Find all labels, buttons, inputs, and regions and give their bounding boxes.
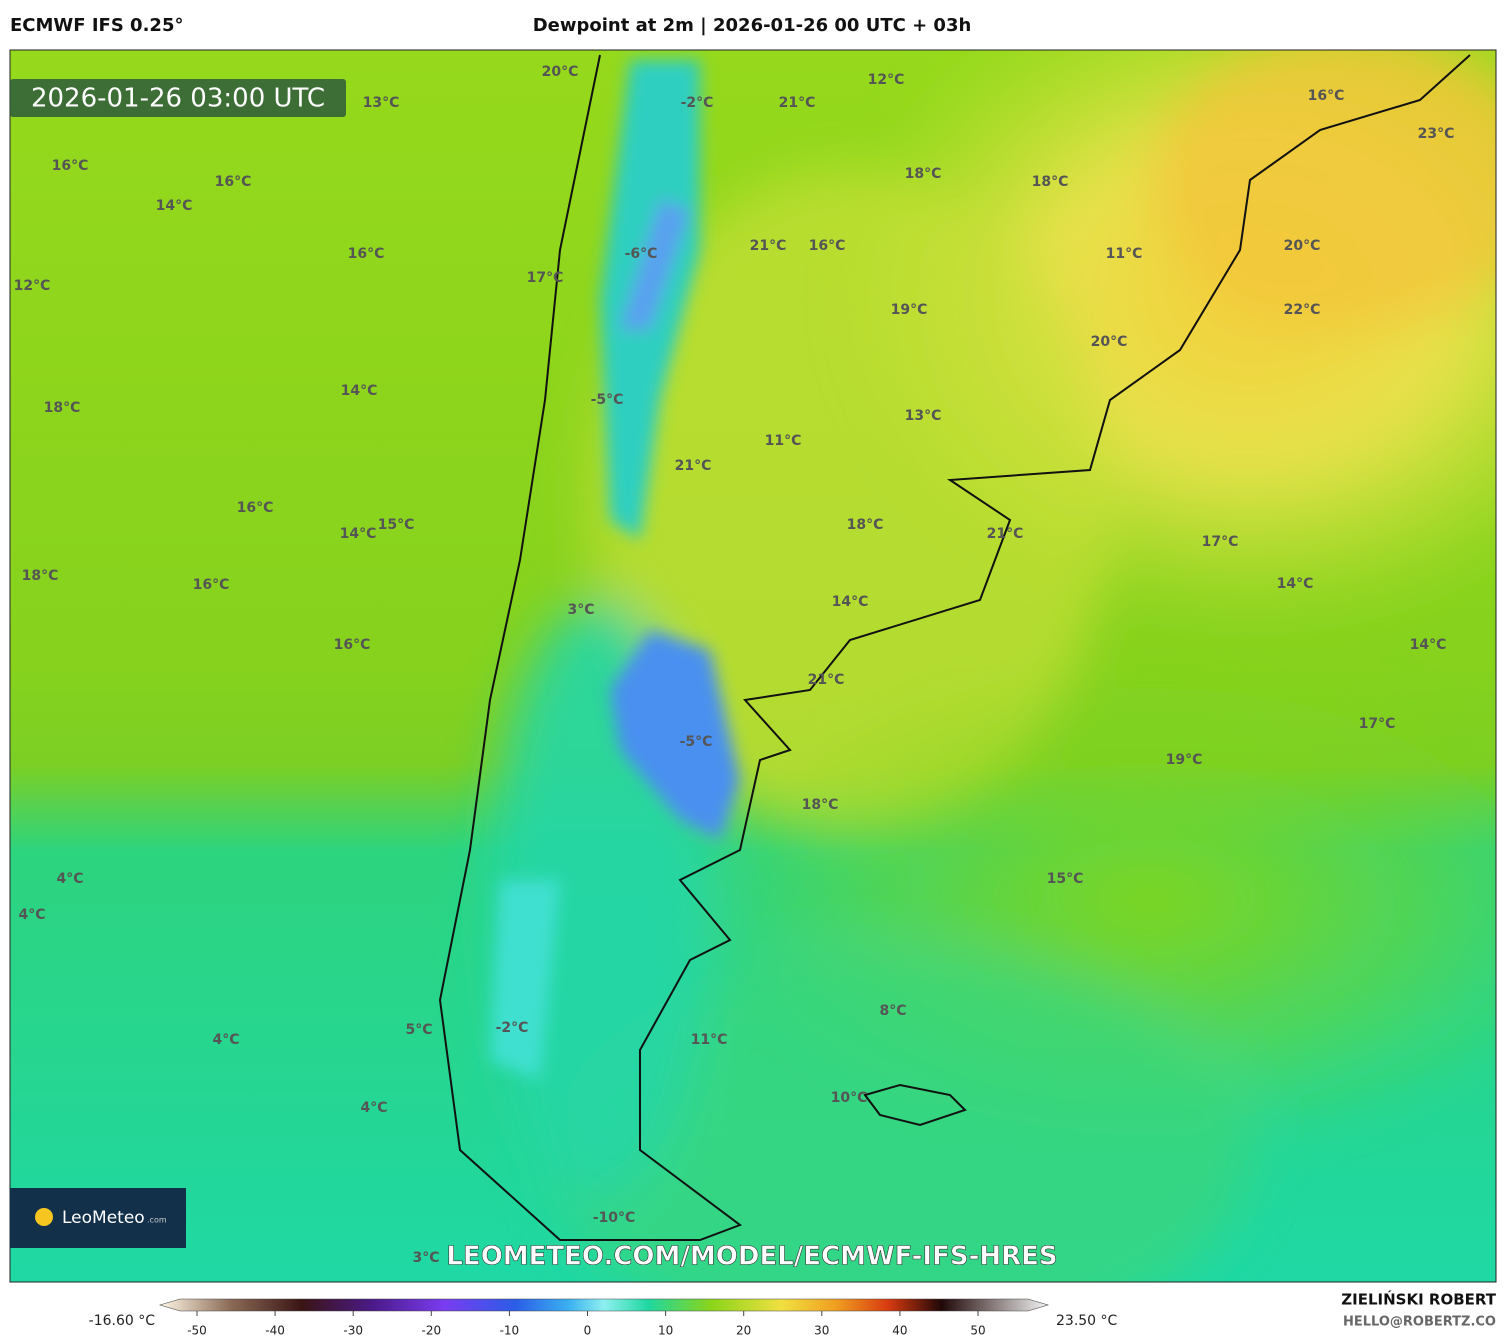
- timestamp: 2026-01-26 03:00 UTC: [31, 84, 325, 114]
- credit-email: HELLO@ROBERTZ.CO: [1343, 1315, 1496, 1330]
- colorbar-tick-label: 50: [970, 1324, 985, 1338]
- temperature-label: 18°C: [847, 517, 884, 533]
- temperature-label: 18°C: [905, 166, 942, 182]
- temperature-label: -10°C: [593, 1210, 636, 1226]
- temperature-label: 17°C: [1359, 716, 1396, 732]
- colorbar-max: 23.50 °C: [1056, 1313, 1118, 1329]
- andes-shading: [490, 60, 740, 1080]
- temperature-label: 16°C: [348, 246, 385, 262]
- temperature-label: 16°C: [334, 637, 371, 653]
- temperature-label: -2°C: [496, 1020, 529, 1036]
- logo-suffix: .com: [147, 1216, 167, 1225]
- colorbar: [158, 1298, 1050, 1312]
- temperature-label: 12°C: [868, 72, 905, 88]
- temperature-label: 4°C: [18, 907, 45, 923]
- credit-name: ZIELIŃSKI ROBERT: [1341, 1290, 1496, 1309]
- temperature-label: 3°C: [412, 1250, 439, 1266]
- logo-sun: [35, 1208, 53, 1226]
- colorbar-tick-label: 40: [892, 1324, 907, 1338]
- colorbar-tick-label: 30: [814, 1324, 829, 1338]
- temperature-label: 11°C: [765, 433, 802, 449]
- temperature-label: -2°C: [681, 95, 714, 111]
- temperature-label: 16°C: [215, 174, 252, 190]
- temperature-labels: 20°C 13°C -2°C 21°C 12°C 16°C 23°C 16°C 16°C 14°C…: [14, 64, 1455, 1266]
- temperature-label: 14°C: [1410, 637, 1447, 653]
- colorbar-tick-label: -30: [343, 1324, 363, 1338]
- colorbar-tick-label: -50: [187, 1324, 207, 1338]
- temperature-label: 8°C: [879, 1003, 906, 1019]
- temperature-label: 20°C: [1284, 238, 1321, 254]
- temperature-label: 11°C: [691, 1032, 728, 1048]
- temperature-label: -5°C: [680, 734, 713, 750]
- temperature-label: 21°C: [675, 458, 712, 474]
- temperature-label: 15°C: [378, 517, 415, 533]
- temperature-label: 15°C: [1047, 871, 1084, 887]
- temperature-label: 13°C: [905, 408, 942, 424]
- temperature-label: 23°C: [1418, 126, 1455, 142]
- temperature-label: 14°C: [340, 526, 377, 542]
- temperature-label: 14°C: [1277, 576, 1314, 592]
- temperature-label: 18°C: [22, 568, 59, 584]
- colorbar-ticks: -50 -40 -30 -20 -10 0 10 20 30 40 50: [187, 1311, 986, 1338]
- temperature-label: 4°C: [212, 1032, 239, 1048]
- temperature-label: 16°C: [52, 158, 89, 174]
- temperature-label: 21°C: [750, 238, 787, 254]
- temperature-label: 21°C: [779, 95, 816, 111]
- temperature-label: 5°C: [405, 1022, 432, 1038]
- temperature-label: 18°C: [802, 797, 839, 813]
- temperature-label: -6°C: [625, 246, 658, 262]
- temperature-label: 14°C: [341, 383, 378, 399]
- colorbar-min: -16.60 °C: [89, 1313, 156, 1329]
- temperature-label: 10°C: [831, 1090, 868, 1106]
- temperature-label: 4°C: [56, 871, 83, 887]
- watermark: LEOMETEO.COM/MODEL/ECMWF-IFS-HRES: [446, 1242, 1057, 1272]
- temperature-label: 14°C: [832, 594, 869, 610]
- temperature-label: 18°C: [1032, 174, 1069, 190]
- map-title: Dewpoint at 2m | 2026-01-26 00 UTC + 03h: [533, 15, 972, 36]
- temperature-label: 22°C: [1284, 302, 1321, 318]
- temperature-label: 3°C: [567, 602, 594, 618]
- temperature-label: 19°C: [1166, 752, 1203, 768]
- temperature-label: 14°C: [156, 198, 193, 214]
- temperature-label: 16°C: [809, 238, 846, 254]
- temperature-label: 11°C: [1106, 246, 1143, 262]
- temperature-label: 20°C: [1091, 334, 1128, 350]
- temperature-label: 16°C: [193, 577, 230, 593]
- temperature-label: 21°C: [987, 526, 1024, 542]
- coastline: [438, 54, 1471, 1241]
- colorbar-tick-label: -10: [500, 1324, 520, 1338]
- logo-name: LeoMeteo: [62, 1208, 145, 1228]
- field-shading: [490, 50, 1496, 1282]
- colorbar-tick-label: 10: [658, 1324, 673, 1338]
- temperature-label: 13°C: [363, 95, 400, 111]
- temperature-label: 20°C: [542, 64, 579, 80]
- temperature-label: 19°C: [891, 302, 928, 318]
- model-name: ECMWF IFS 0.25°: [10, 15, 183, 36]
- temperature-label: 17°C: [527, 270, 564, 286]
- temperature-label: 21°C: [808, 672, 845, 688]
- temperature-label: 12°C: [14, 278, 51, 294]
- temperature-label: 16°C: [1308, 88, 1345, 104]
- temperature-label: 18°C: [44, 400, 81, 416]
- temperature-label: 4°C: [360, 1100, 387, 1116]
- colorbar-tick-label: 20: [736, 1324, 751, 1338]
- colorbar-tick-label: -20: [421, 1324, 441, 1338]
- colorbar-tick-label: 0: [584, 1324, 592, 1338]
- colorbar-tick-label: -40: [265, 1324, 285, 1338]
- map: [10, 50, 1496, 1282]
- map-frame: [9, 49, 1497, 1283]
- temperature-label: -5°C: [591, 392, 624, 408]
- temperature-label: 16°C: [237, 500, 274, 516]
- falkland-islands: [863, 1083, 967, 1127]
- temperature-label: 17°C: [1202, 534, 1239, 550]
- timestamp-box: [10, 79, 346, 117]
